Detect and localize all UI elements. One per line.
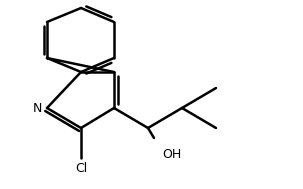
- Text: Cl: Cl: [75, 162, 87, 175]
- Text: N: N: [33, 101, 42, 115]
- Text: OH: OH: [162, 148, 181, 161]
